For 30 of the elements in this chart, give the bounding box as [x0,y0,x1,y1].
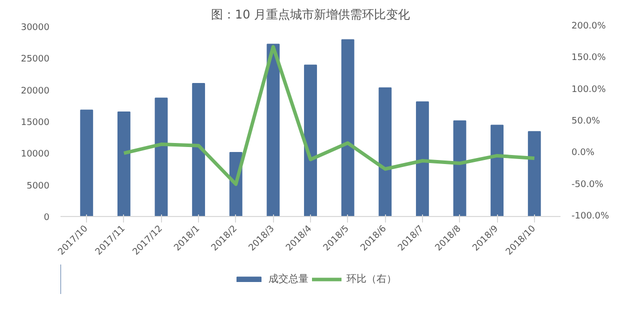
bar [117,112,130,216]
bar [304,64,317,216]
bar [266,44,280,216]
y2-tick-label: 150.0% [572,53,606,64]
y-tick-label: 25000 [20,54,50,65]
legend-label: 环比（右） [346,272,396,286]
y-tick-label: 5000 [26,181,50,192]
y2-tick-label: -100.0% [572,212,610,222]
bar [154,98,168,216]
line-series [122,45,536,186]
bar [528,131,541,216]
bar [416,101,429,216]
bar [490,124,504,216]
y-tick-label: 10000 [20,150,50,160]
y2-tick-label: 0.0% [572,148,595,158]
bar [80,110,94,216]
bar [341,39,354,216]
chart-title: 图：10 月重点城市新增供需环比变化 [210,8,410,22]
y2-tick-label: 100.0% [572,84,606,95]
bar [453,120,466,216]
y2-tick-label: 50.0% [572,116,601,126]
y-tick-label: 30000 [20,23,50,33]
y-tick-label: 15000 [20,118,50,128]
y-tick-label: 20000 [20,86,50,96]
y2-tick-label: -50.0% [572,180,604,190]
y-tick-label: 0 [44,213,50,223]
bar [192,83,206,216]
y2-tick-label: 200.0% [572,22,606,32]
legend-label: 成交总量 [268,272,308,286]
bar [378,87,392,216]
